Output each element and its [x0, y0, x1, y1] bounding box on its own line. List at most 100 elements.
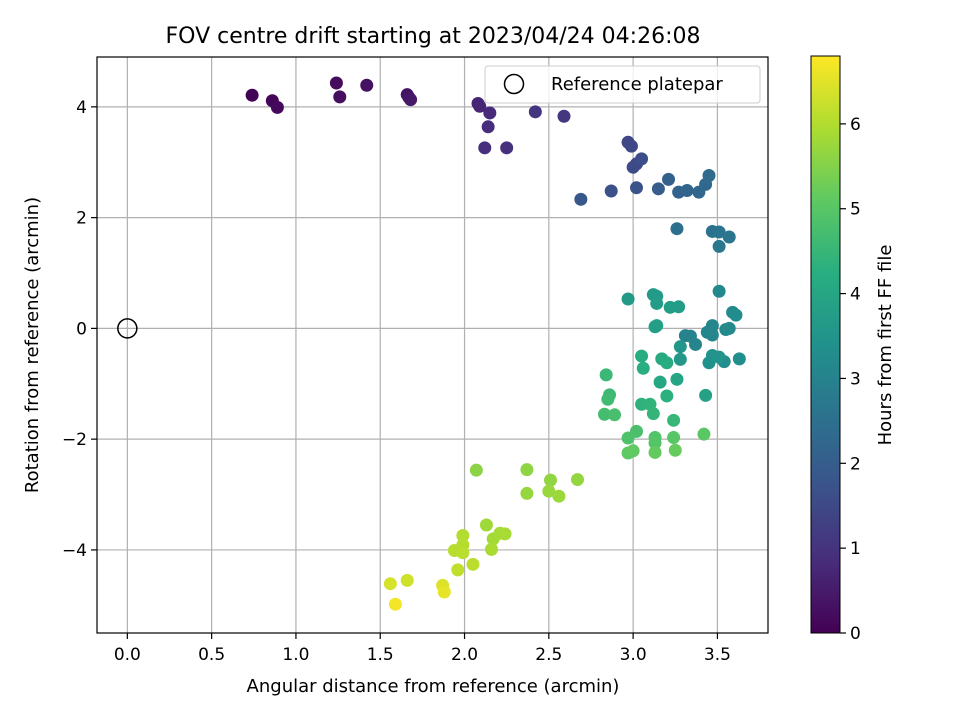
- data-point: [570, 473, 584, 487]
- data-point: [473, 99, 487, 113]
- data-point: [485, 542, 499, 556]
- data-point: [702, 169, 716, 183]
- x-tick-label: 1.0: [282, 645, 309, 665]
- colorbar-tick-label: 3: [850, 369, 861, 389]
- y-axis-ticks: −4 −2 0 2 4: [62, 98, 97, 561]
- y-tick-label: 2: [76, 209, 87, 229]
- data-point: [469, 463, 483, 477]
- data-point: [601, 392, 615, 406]
- data-point: [544, 473, 558, 487]
- data-point: [624, 139, 638, 153]
- y-tick-label: 0: [76, 319, 87, 339]
- data-point: [668, 443, 682, 457]
- data-point: [635, 152, 649, 166]
- y-tick-label: 4: [76, 98, 87, 118]
- legend-box: Reference platepar: [484, 65, 761, 104]
- data-point: [712, 350, 726, 364]
- data-point: [456, 546, 470, 560]
- data-point: [712, 284, 726, 298]
- data-point: [599, 368, 613, 382]
- data-point: [697, 427, 711, 441]
- data-point: [670, 372, 684, 386]
- data-point: [498, 527, 512, 541]
- colorbar: [810, 55, 841, 634]
- y-tick-label: −4: [62, 541, 87, 561]
- plot-frame: [96, 56, 769, 634]
- data-point: [651, 182, 665, 196]
- colorbar-tick-label: 6: [850, 115, 861, 135]
- data-point: [466, 557, 480, 571]
- data-point: [667, 413, 681, 427]
- chart-title: FOV centre drift starting at 2023/04/24 …: [166, 24, 701, 49]
- data-point: [597, 407, 611, 421]
- data-point: [650, 319, 664, 333]
- legend-entry-label: Reference platepar: [551, 74, 723, 95]
- data-point: [722, 321, 736, 335]
- data-point: [672, 300, 686, 314]
- data-point: [699, 388, 713, 402]
- data-point: [689, 337, 703, 351]
- y-tick-label: −2: [62, 430, 87, 450]
- x-tick-label: 3.5: [704, 645, 731, 665]
- data-point: [648, 436, 662, 450]
- data-point: [329, 76, 343, 90]
- colorbar-tick-label: 2: [850, 454, 861, 474]
- data-point: [650, 296, 664, 310]
- data-point: [670, 222, 684, 236]
- x-axis-ticks: 0.0 0.5 1.0 1.5 2.0 2.5 3.0 3.5: [114, 633, 731, 665]
- data-point: [660, 389, 674, 403]
- x-tick-label: 2.0: [451, 645, 478, 665]
- x-tick-label: 0.0: [114, 645, 141, 665]
- data-point: [621, 292, 635, 306]
- data-point: [245, 88, 259, 102]
- legend-reference-marker: [503, 73, 525, 95]
- colorbar-label: Hours from first FF file: [875, 245, 896, 446]
- data-point: [680, 183, 694, 197]
- data-point: [500, 141, 514, 155]
- data-point: [648, 445, 662, 459]
- data-point: [626, 444, 640, 458]
- data-point: [557, 109, 571, 123]
- data-point: [479, 518, 493, 532]
- data-point: [270, 100, 284, 114]
- data-point: [404, 93, 418, 107]
- data-point: [388, 597, 402, 611]
- data-point: [608, 408, 622, 422]
- data-point: [456, 529, 470, 543]
- data-point: [552, 489, 566, 503]
- data-point: [481, 120, 495, 134]
- data-point: [400, 573, 414, 587]
- data-point: [712, 225, 726, 239]
- colorbar-tick-label: 1: [850, 539, 861, 559]
- data-point: [437, 585, 451, 599]
- data-point: [673, 352, 687, 366]
- data-point: [636, 361, 650, 375]
- data-point: [705, 319, 719, 333]
- data-point: [604, 184, 618, 198]
- reference-platepar-marker: [117, 318, 138, 339]
- data-point: [483, 106, 497, 120]
- data-point: [722, 230, 736, 244]
- data-point: [660, 356, 674, 370]
- data-point: [712, 239, 726, 253]
- data-point: [574, 192, 588, 206]
- data-point: [729, 308, 743, 322]
- colorbar-ticks: 0 1 2 3 4 5 6: [840, 115, 861, 644]
- data-point: [520, 486, 534, 500]
- data-point: [360, 78, 374, 92]
- data-point: [705, 328, 719, 342]
- grid-lines: [97, 57, 768, 633]
- data-point: [542, 484, 556, 498]
- x-axis-label: Angular distance from reference (arcmin): [247, 676, 620, 697]
- data-point: [478, 141, 492, 155]
- data-point: [333, 90, 347, 104]
- data-point: [646, 407, 660, 421]
- x-tick-label: 1.5: [367, 645, 394, 665]
- data-point: [621, 431, 635, 445]
- data-point: [528, 105, 542, 119]
- scatter-points: [245, 76, 746, 611]
- colorbar-tick-label: 5: [850, 200, 861, 220]
- colorbar-tick-label: 4: [850, 285, 861, 305]
- x-tick-label: 2.5: [535, 645, 562, 665]
